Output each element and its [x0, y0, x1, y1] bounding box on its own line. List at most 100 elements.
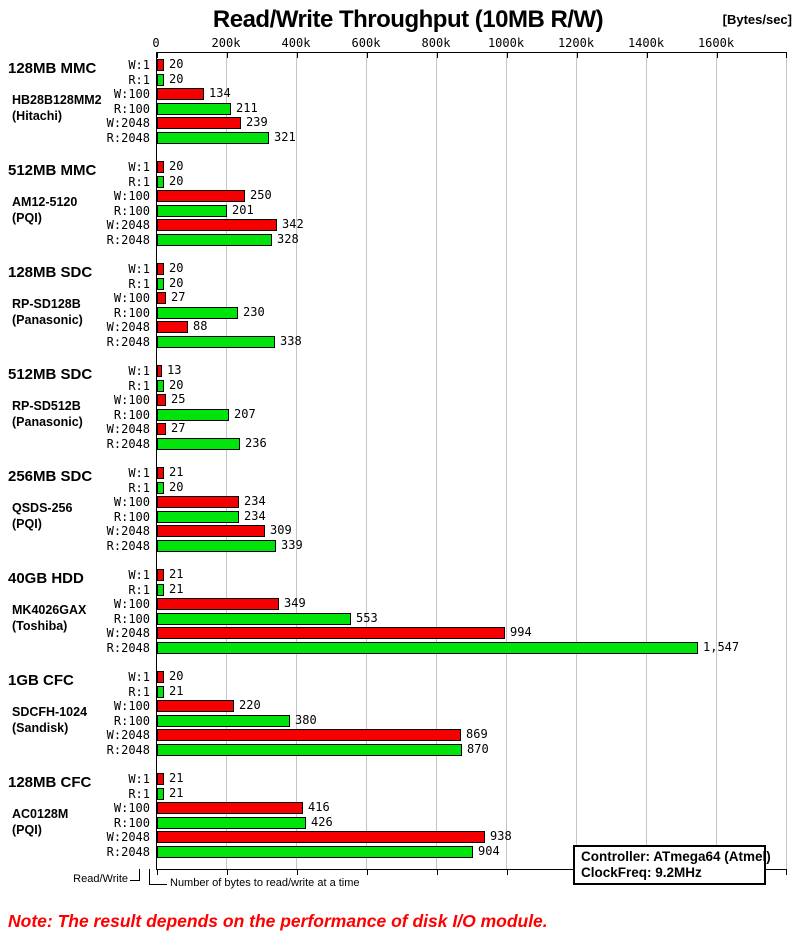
bar-label: W:100: [113, 597, 150, 611]
bar-label: R:1: [128, 787, 150, 801]
bar-value: 20: [169, 261, 184, 275]
bar-write: [157, 263, 164, 275]
bar-write: [157, 423, 166, 435]
bar-value: 342: [282, 217, 304, 231]
bar-value: 20: [169, 159, 184, 173]
plot-area: [156, 52, 787, 875]
bar-label: R:100: [113, 816, 150, 830]
x-axis-tick: [437, 53, 438, 58]
bar-label: R:2048: [106, 131, 150, 145]
bar-write: [157, 394, 166, 406]
bar-label: R:2048: [106, 539, 150, 553]
bar-read: [157, 278, 164, 290]
footer-readwrite-label: Read/Write: [73, 873, 128, 885]
x-tick-label: 1400k: [627, 36, 665, 50]
bar-value: 20: [169, 57, 184, 71]
axis-unit-label: [Bytes/sec]: [722, 12, 792, 27]
bar-label: W:1: [128, 262, 150, 276]
x-axis-tick: [297, 53, 298, 58]
bar-label: R:100: [113, 204, 150, 218]
bar-read: [157, 336, 275, 348]
bar-label: W:100: [113, 87, 150, 101]
bar-label: R:100: [113, 408, 150, 422]
bar-write: [157, 219, 277, 231]
x-axis-tick: [577, 53, 578, 58]
group-name: 1GB CFC: [8, 672, 74, 689]
bar-value: 338: [280, 334, 302, 348]
bar-write: [157, 598, 279, 610]
group-model: AC0128M: [12, 807, 69, 821]
x-axis-tick: [367, 870, 368, 875]
x-axis-tick: [786, 53, 787, 58]
bar-value: 21: [169, 567, 184, 581]
bar-value: 21: [169, 786, 184, 800]
bar-write: [157, 496, 239, 508]
bar-label: W:100: [113, 291, 150, 305]
bar-label: R:1: [128, 481, 150, 495]
gridline: [646, 53, 647, 869]
bar-label: R:100: [113, 306, 150, 320]
bar-value: 938: [490, 829, 512, 843]
bar-value: 25: [171, 392, 186, 406]
bar-label: W:100: [113, 393, 150, 407]
bar-label: W:2048: [106, 116, 150, 130]
bar-label: R:1: [128, 685, 150, 699]
group-model: MK4026GAX: [12, 603, 87, 617]
footer-bytes-label: Number of bytes to read/write at a time: [170, 877, 360, 889]
note-text: Note: The result depends on the performa…: [8, 911, 548, 931]
bar-read: [157, 307, 238, 319]
group-model: SDCFH-1024: [12, 705, 88, 719]
bar-write: [157, 729, 461, 741]
bar-read: [157, 438, 240, 450]
bar-value: 349: [284, 596, 306, 610]
bar-value: 21: [169, 582, 184, 596]
bar-label: W:100: [113, 801, 150, 815]
bar-value: 239: [246, 115, 268, 129]
bar-value: 21: [169, 465, 184, 479]
gridline: [506, 53, 507, 869]
x-tick-label: 0: [152, 36, 160, 50]
bar-read: [157, 642, 698, 654]
bar-value: 230: [243, 305, 265, 319]
bar-value: 416: [308, 800, 330, 814]
bar-label: W:2048: [106, 728, 150, 742]
bar-write: [157, 365, 162, 377]
bar-write: [157, 59, 164, 71]
bar-label: R:100: [113, 612, 150, 626]
group-maker: (Toshiba): [12, 619, 68, 633]
bar-label: R:2048: [106, 233, 150, 247]
x-tick-label: 600k: [351, 36, 381, 50]
bar-label: W:2048: [106, 524, 150, 538]
bar-value: 234: [244, 509, 266, 523]
bar-label: R:2048: [106, 335, 150, 349]
bar-value: 211: [236, 101, 258, 115]
bar-write: [157, 525, 265, 537]
bar-value: 21: [169, 771, 184, 785]
gridline: [786, 53, 787, 869]
bar-value: 234: [244, 494, 266, 508]
x-axis-tick: [227, 870, 228, 875]
bar-label: W:1: [128, 364, 150, 378]
bar-value: 13: [167, 363, 182, 377]
bar-label: W:1: [128, 568, 150, 582]
x-tick-label: 800k: [421, 36, 451, 50]
group-maker: (Panasonic): [12, 313, 83, 327]
group-maker: (Panasonic): [12, 415, 83, 429]
gridline: [296, 53, 297, 869]
bar-write: [157, 88, 204, 100]
bar-read: [157, 540, 276, 552]
bar-read: [157, 744, 462, 756]
bar-read: [157, 103, 231, 115]
bar-label: R:100: [113, 510, 150, 524]
bar-value: 328: [277, 232, 299, 246]
bar-label: R:1: [128, 73, 150, 87]
bar-label: W:100: [113, 495, 150, 509]
group-model: RP-SD128B: [12, 297, 81, 311]
bar-read: [157, 788, 164, 800]
bar-read: [157, 132, 269, 144]
bar-label: R:1: [128, 379, 150, 393]
x-axis-tick: [157, 870, 158, 875]
readwrite-connector-line: [130, 869, 140, 881]
bar-label: R:100: [113, 714, 150, 728]
bar-label: R:1: [128, 583, 150, 597]
